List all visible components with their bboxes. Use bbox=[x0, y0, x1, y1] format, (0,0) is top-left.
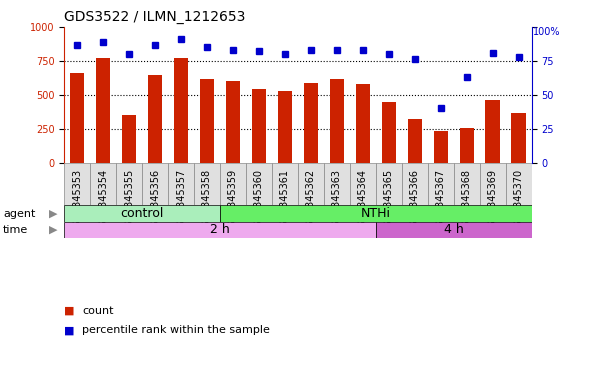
Bar bbox=[226, 81, 240, 163]
Bar bbox=[382, 102, 396, 163]
Bar bbox=[272, 163, 298, 205]
Bar bbox=[453, 163, 480, 205]
Bar bbox=[246, 163, 272, 205]
Text: GSM345369: GSM345369 bbox=[488, 169, 497, 228]
Bar bbox=[148, 75, 162, 163]
Bar bbox=[70, 73, 84, 163]
Text: agent: agent bbox=[3, 209, 35, 218]
Text: GSM345366: GSM345366 bbox=[410, 169, 420, 228]
Bar bbox=[324, 163, 349, 205]
Text: ■: ■ bbox=[64, 306, 75, 316]
Text: ▶: ▶ bbox=[49, 209, 57, 218]
Bar bbox=[402, 163, 428, 205]
Text: GSM345359: GSM345359 bbox=[228, 169, 238, 228]
Bar bbox=[122, 114, 136, 163]
Bar bbox=[356, 84, 370, 163]
Bar bbox=[304, 83, 318, 163]
Text: percentile rank within the sample: percentile rank within the sample bbox=[82, 325, 270, 335]
Bar bbox=[174, 58, 188, 163]
Text: GSM345364: GSM345364 bbox=[358, 169, 368, 228]
Text: GDS3522 / ILMN_1212653: GDS3522 / ILMN_1212653 bbox=[64, 10, 246, 25]
Bar bbox=[64, 222, 376, 238]
Text: GSM345355: GSM345355 bbox=[124, 169, 134, 228]
Bar bbox=[298, 163, 324, 205]
Bar bbox=[194, 163, 220, 205]
Bar bbox=[459, 128, 474, 163]
Bar bbox=[434, 131, 448, 163]
Bar bbox=[116, 163, 142, 205]
Bar bbox=[220, 163, 246, 205]
Text: ■: ■ bbox=[64, 325, 75, 335]
Text: GSM345358: GSM345358 bbox=[202, 169, 212, 228]
Text: GSM345370: GSM345370 bbox=[514, 169, 524, 228]
Bar bbox=[376, 163, 402, 205]
Bar bbox=[486, 99, 500, 163]
Bar bbox=[90, 163, 116, 205]
Bar bbox=[220, 205, 532, 222]
Text: 100%: 100% bbox=[533, 27, 560, 37]
Text: GSM345356: GSM345356 bbox=[150, 169, 160, 228]
Text: ▶: ▶ bbox=[49, 225, 57, 235]
Bar bbox=[376, 222, 532, 238]
Bar bbox=[168, 163, 194, 205]
Text: GSM345362: GSM345362 bbox=[306, 169, 316, 228]
Text: GSM345367: GSM345367 bbox=[436, 169, 445, 228]
Bar bbox=[480, 163, 506, 205]
Bar bbox=[408, 119, 422, 163]
Text: NTHi: NTHi bbox=[360, 207, 391, 220]
Text: GSM345368: GSM345368 bbox=[462, 169, 472, 228]
Text: GSM345361: GSM345361 bbox=[280, 169, 290, 228]
Text: GSM345357: GSM345357 bbox=[176, 169, 186, 228]
Text: GSM345363: GSM345363 bbox=[332, 169, 342, 228]
Bar bbox=[142, 163, 168, 205]
Bar bbox=[278, 91, 292, 163]
Bar bbox=[428, 163, 453, 205]
Bar bbox=[252, 89, 266, 163]
Text: GSM345365: GSM345365 bbox=[384, 169, 393, 228]
Text: GSM345353: GSM345353 bbox=[72, 169, 82, 228]
Text: 2 h: 2 h bbox=[210, 223, 230, 237]
Text: control: control bbox=[120, 207, 164, 220]
Text: time: time bbox=[3, 225, 28, 235]
Text: GSM345360: GSM345360 bbox=[254, 169, 264, 228]
Bar bbox=[330, 79, 344, 163]
Text: count: count bbox=[82, 306, 114, 316]
Bar bbox=[96, 58, 110, 163]
Bar bbox=[64, 163, 90, 205]
Bar bbox=[200, 79, 214, 163]
Bar bbox=[511, 113, 525, 163]
Text: 4 h: 4 h bbox=[444, 223, 464, 237]
Text: GSM345354: GSM345354 bbox=[98, 169, 108, 228]
Bar bbox=[64, 205, 220, 222]
Bar bbox=[349, 163, 376, 205]
Bar bbox=[506, 163, 532, 205]
